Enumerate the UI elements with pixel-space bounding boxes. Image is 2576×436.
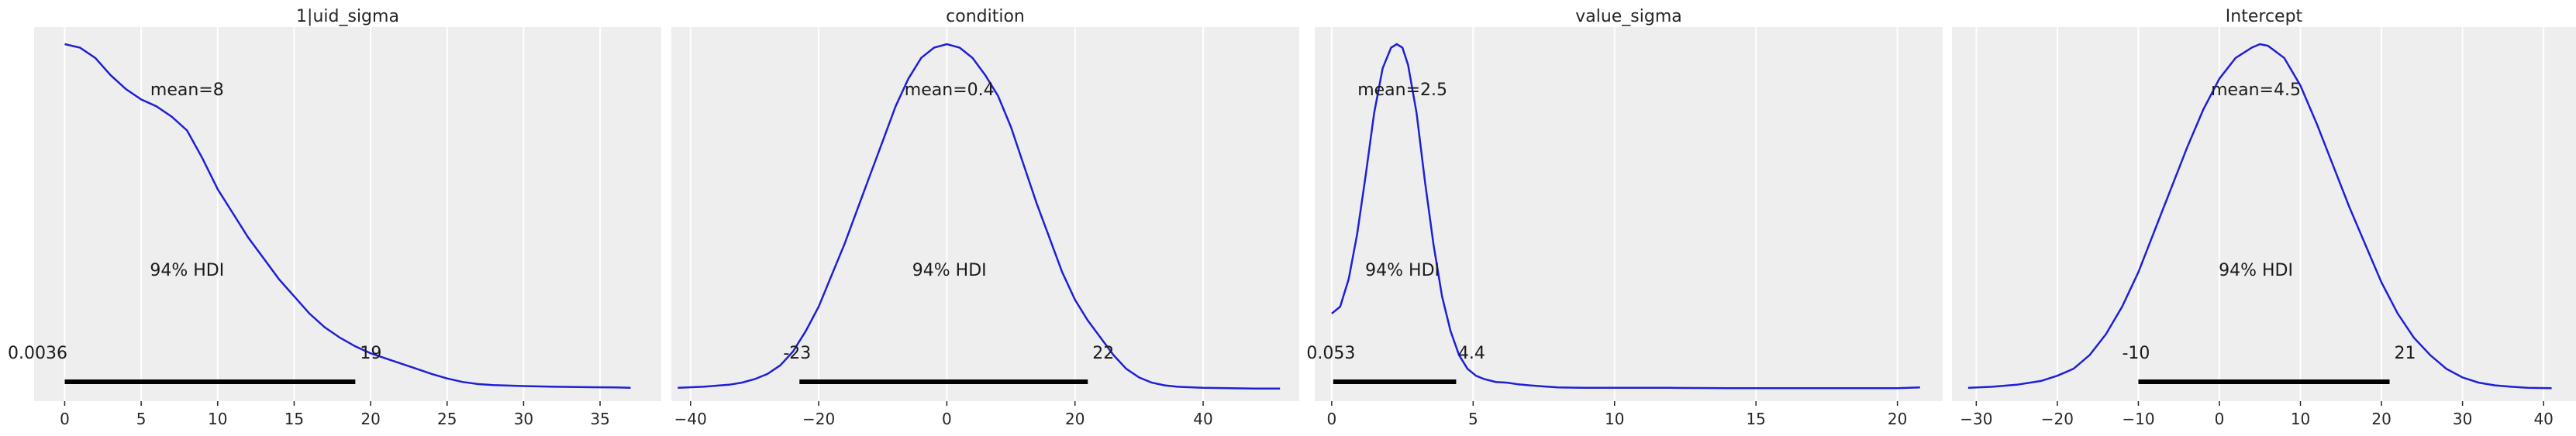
x-tick-label: 0	[1327, 410, 1337, 428]
chart-panel-1: 1|uid_sigma 0 5 10 15 20 25 30 35 mean=8 94% HDI 0.…	[8, 7, 661, 428]
x-tick-label: 0	[2215, 410, 2225, 428]
x-tick-label: 35	[590, 410, 609, 428]
density-line	[1967, 43, 2552, 390]
x-tick-label: 30	[514, 410, 533, 428]
x-tick-label: −20	[802, 410, 835, 428]
x-tick-label: −10	[2122, 410, 2154, 428]
x-tick-label: 30	[2453, 410, 2472, 428]
hdi-high-label: 22	[1092, 344, 1114, 363]
mean-label: mean=8	[150, 81, 224, 100]
x-tick-label: 10	[2291, 410, 2310, 428]
density-line	[64, 43, 631, 390]
x-tick-label: 15	[284, 410, 304, 428]
x-tick-label: 10	[1605, 410, 1624, 428]
x-tick-label: 10	[208, 410, 227, 428]
x-tick-label: 40	[1193, 410, 1212, 428]
hdi-low-label: -10	[2122, 344, 2150, 363]
x-tick-label: 20	[1065, 410, 1085, 428]
mean-label: mean=0.4	[905, 81, 995, 100]
x-tick-label: −40	[674, 410, 707, 428]
plot-background	[671, 27, 1299, 401]
plot-background	[1952, 27, 2576, 401]
hdi-high-label: 19	[360, 344, 381, 363]
chart-panel-2: condition −40 −20 0 20 40 mean=0.4 94% HDI -23 22	[671, 7, 1299, 428]
hdi-low-label: -23	[783, 344, 811, 363]
hdi-low-label: 0.053	[1306, 344, 1355, 363]
hdi-high-label: 21	[2395, 344, 2416, 363]
plot-background	[1315, 27, 1943, 401]
mean-label: mean=4.5	[2211, 81, 2301, 100]
chart-title: value_sigma	[1575, 7, 1682, 26]
x-tick-label: 0	[942, 410, 952, 428]
plot-background	[34, 27, 661, 401]
hdi-label: 94% HDI	[912, 261, 987, 280]
density-line	[678, 43, 1281, 390]
hdi-high-label: 4.4	[1458, 344, 1485, 363]
x-tick-label: −20	[2041, 410, 2074, 428]
chart-title: 1|uid_sigma	[296, 7, 399, 26]
chart-title: Intercept	[2226, 7, 2303, 26]
hdi-label: 94% HDI	[1365, 261, 1440, 280]
x-tick-label: 20	[2371, 410, 2391, 428]
density-line	[1331, 43, 1920, 390]
x-tick-label: 20	[360, 410, 380, 428]
x-tick-label: 5	[1468, 410, 1478, 428]
x-tick-label: −30	[1960, 410, 1992, 428]
x-tick-label: 0	[60, 410, 70, 428]
x-tick-label: 15	[1746, 410, 1765, 428]
chart-panel-4: Intercept −30 −20 −10 0 10 20 30 40 mean=4.5 94% H…	[1952, 7, 2576, 428]
x-tick-label: 25	[437, 410, 457, 428]
chart-title: condition	[946, 7, 1025, 26]
chart-panel-3: value_sigma 0 5 10 15 20 mean=2.5 94% HDI 0.053 4…	[1306, 7, 1943, 428]
hdi-low-label: 0.0036	[8, 344, 67, 363]
hdi-label: 94% HDI	[2219, 261, 2293, 280]
hdi-label: 94% HDI	[150, 261, 224, 280]
mean-label: mean=2.5	[1357, 81, 1447, 100]
x-tick-label: 5	[136, 410, 147, 428]
x-tick-label: 20	[1888, 410, 1907, 428]
x-tick-label: 40	[2533, 410, 2553, 428]
